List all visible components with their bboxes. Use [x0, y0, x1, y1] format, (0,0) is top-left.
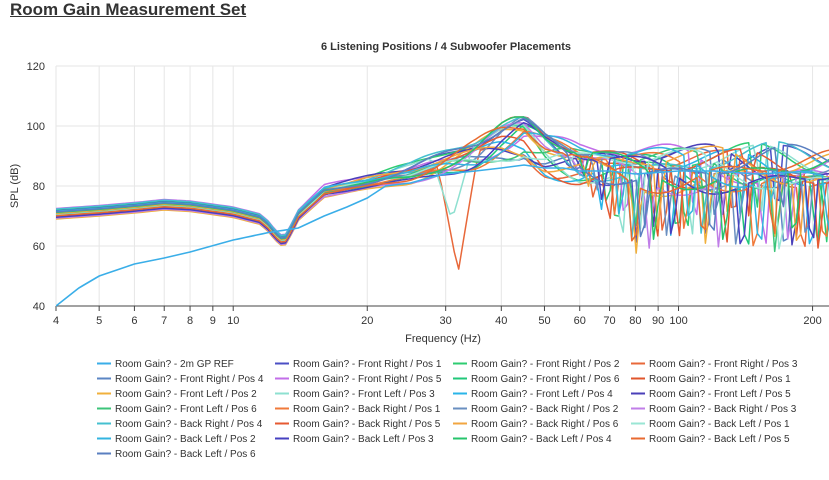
x-tick-label: 90 — [652, 315, 664, 327]
x-tick-label: 5 — [96, 315, 102, 327]
x-tick-label: 40 — [495, 315, 507, 327]
x-tick-label: 10 — [227, 315, 239, 327]
legend-label: Room Gain? - Back Left / Pos 6 — [115, 449, 256, 460]
legend-label: Room Gain? - Front Left / Pos 3 — [293, 389, 435, 400]
x-tick-label: 9 — [210, 315, 216, 327]
x-tick-label: 100 — [669, 315, 687, 327]
legend-label: Room Gain? - Front Left / Pos 2 — [115, 389, 257, 400]
x-tick-label: 80 — [629, 315, 641, 327]
legend-item[interactable]: Room Gain? - Front Left / Pos 6 — [97, 404, 257, 415]
legend-label: Room Gain? - Front Left / Pos 6 — [115, 404, 257, 415]
legend-label: Room Gain? - Front Left / Pos 4 — [471, 389, 613, 400]
legend-label: Room Gain? - Front Right / Pos 4 — [115, 374, 264, 385]
x-axis-label: Frequency (Hz) — [405, 333, 481, 345]
legend-item[interactable]: Room Gain? - Back Left / Pos 2 — [97, 434, 256, 445]
legend-item[interactable]: Room Gain? - Back Left / Pos 4 — [453, 434, 612, 445]
x-tick-label: 8 — [187, 315, 193, 327]
legend-label: Room Gain? - Back Right / Pos 5 — [293, 419, 441, 430]
legend-label: Room Gain? - Back Left / Pos 1 — [649, 419, 790, 430]
legend-label: Room Gain? - Back Left / Pos 3 — [293, 434, 434, 445]
legend-item[interactable]: Room Gain? - Back Left / Pos 5 — [631, 434, 790, 445]
series-line[interactable] — [56, 116, 829, 240]
legend-item[interactable]: Room Gain? - Back Right / Pos 6 — [453, 419, 619, 430]
legend-item[interactable]: Room Gain? - Front Right / Pos 1 — [275, 359, 442, 370]
legend-label: Room Gain? - Back Right / Pos 6 — [471, 419, 619, 430]
y-tick-label: 120 — [27, 61, 45, 73]
legend-item[interactable]: Room Gain? - Front Left / Pos 5 — [631, 389, 791, 400]
x-tick-label: 60 — [574, 315, 586, 327]
axes: 40 60 80 100 120 4 5 6 7 8 9 10 20 30 40 50 60 70 80 90 100 2… — [27, 61, 829, 327]
legend-label: Room Gain? - Back Right / Pos 3 — [649, 404, 797, 415]
legend-item[interactable]: Room Gain? - Back Right / Pos 2 — [453, 404, 619, 415]
legend-item[interactable]: Room Gain? - Front Left / Pos 4 — [453, 389, 613, 400]
legend-item[interactable]: Room Gain? - Back Right / Pos 5 — [275, 419, 441, 430]
y-tick-label: 80 — [33, 181, 45, 193]
legend-label: Room Gain? - Front Right / Pos 1 — [293, 359, 442, 370]
page-title: Room Gain Measurement Set — [10, 0, 247, 19]
series-line[interactable] — [56, 145, 829, 242]
y-tick-label: 60 — [33, 241, 45, 253]
x-tick-label: 20 — [361, 315, 373, 327]
x-tick-label: 50 — [538, 315, 550, 327]
legend-label: Room Gain? - Front Left / Pos 5 — [649, 389, 791, 400]
legend-item[interactable]: Room Gain? - Front Right / Pos 4 — [97, 374, 264, 385]
legend-label: Room Gain? - Back Right / Pos 4 — [115, 419, 263, 430]
legend-label: Room Gain? - Back Left / Pos 4 — [471, 434, 612, 445]
legend-item[interactable]: Room Gain? - Back Left / Pos 1 — [631, 419, 790, 430]
legend-label: Room Gain? - Front Left / Pos 1 — [649, 374, 791, 385]
x-tick-label: 70 — [603, 315, 615, 327]
chart-title: 6 Listening Positions / 4 Subwoofer Plac… — [321, 41, 571, 53]
series-line[interactable] — [56, 126, 829, 243]
reference-series-line[interactable] — [56, 164, 813, 307]
legend-label: Room Gain? - Front Right / Pos 2 — [471, 359, 620, 370]
x-tick-label: 30 — [440, 315, 452, 327]
legend-item[interactable]: Room Gain? - Back Right / Pos 4 — [97, 419, 263, 430]
legend-item[interactable]: Room Gain? - Front Left / Pos 1 — [631, 374, 791, 385]
legend-label: Room Gain? - Back Left / Pos 5 — [649, 434, 790, 445]
legend-item[interactable]: Room Gain? - Back Left / Pos 6 — [97, 449, 256, 460]
legend-label: Room Gain? - Front Right / Pos 6 — [471, 374, 620, 385]
y-tick-label: 40 — [33, 301, 45, 313]
series-line[interactable] — [56, 117, 829, 239]
legend-label: Room Gain? - Back Right / Pos 2 — [471, 404, 619, 415]
legend-label: Room Gain? - Front Right / Pos 3 — [649, 359, 798, 370]
legend-item[interactable]: Room Gain? - Front Right / Pos 3 — [631, 359, 798, 370]
series-line[interactable] — [56, 122, 829, 249]
legend-label: Room Gain? - 2m GP REF — [115, 359, 234, 370]
series-layer — [56, 116, 829, 307]
legend: Room Gain? - 2m GP REF Room Gain? - Front… — [97, 359, 798, 460]
x-tick-label: 7 — [161, 315, 167, 327]
legend-item[interactable]: Room Gain? - Back Left / Pos 3 — [275, 434, 434, 445]
legend-item[interactable]: Room Gain? - Back Right / Pos 1 — [275, 404, 441, 415]
legend-label: Room Gain? - Back Left / Pos 2 — [115, 434, 256, 445]
legend-label: Room Gain? - Back Right / Pos 1 — [293, 404, 441, 415]
legend-item[interactable]: Room Gain? - Back Right / Pos 3 — [631, 404, 797, 415]
x-tick-label: 6 — [131, 315, 137, 327]
legend-item[interactable]: Room Gain? - Front Right / Pos 6 — [453, 374, 620, 385]
y-tick-label: 100 — [27, 121, 45, 133]
legend-label: Room Gain? - Front Right / Pos 5 — [293, 374, 442, 385]
legend-item[interactable]: Room Gain? - Front Right / Pos 2 — [453, 359, 620, 370]
x-tick-label: 200 — [803, 315, 821, 327]
legend-item[interactable]: Room Gain? - 2m GP REF — [97, 359, 234, 370]
legend-item[interactable]: Room Gain? - Front Left / Pos 3 — [275, 389, 435, 400]
y-axis-label: SPL (dB) — [9, 164, 21, 208]
x-tick-label: 4 — [53, 315, 59, 327]
legend-item[interactable]: Room Gain? - Front Right / Pos 5 — [275, 374, 442, 385]
legend-item[interactable]: Room Gain? - Front Left / Pos 2 — [97, 389, 257, 400]
